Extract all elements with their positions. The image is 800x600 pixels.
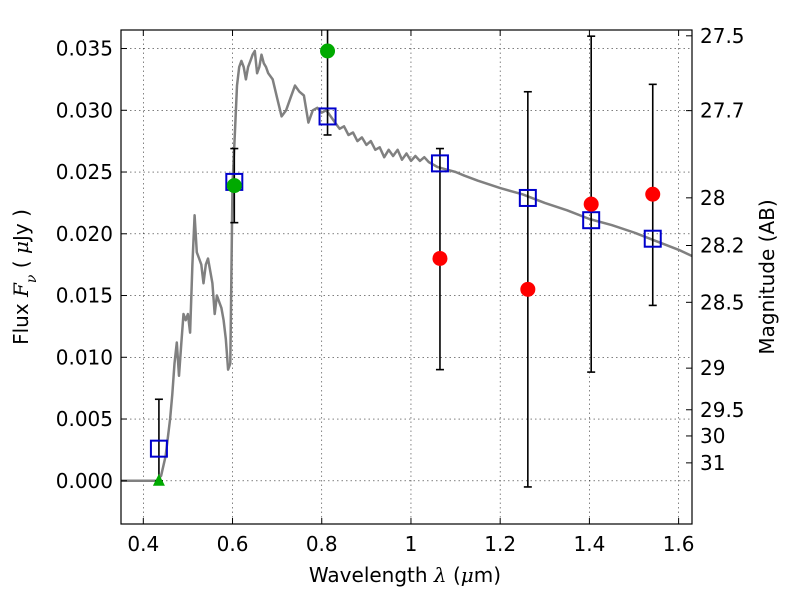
axis-ticks [121, 30, 692, 524]
y-tick-label: 0.005 [56, 407, 113, 431]
y2-tick-label: 29.5 [700, 398, 745, 422]
x-tick-label: 1.2 [484, 532, 516, 556]
model-square [430, 154, 449, 173]
y2-tick-label: 30 [700, 424, 725, 448]
y-tick-label: 0.025 [56, 160, 113, 184]
y2-tick-label: 28.2 [700, 234, 745, 258]
model-square [643, 229, 662, 248]
y-tick-label: 0.020 [56, 222, 113, 246]
weak-point [520, 281, 536, 297]
upper-limit-marker [152, 473, 165, 486]
gridlines [121, 30, 692, 524]
x-tick-label: 1.4 [573, 532, 605, 556]
error-bars [154, 30, 657, 488]
model-square [318, 107, 337, 126]
y2-tick-label: 27.5 [700, 24, 745, 48]
y2-tick-label: 28.5 [700, 290, 745, 314]
y-tick-label: 0.010 [56, 345, 113, 369]
model-square [582, 211, 601, 230]
plot-frame [120, 29, 693, 525]
detection-point [226, 178, 242, 194]
y2-tick-label: 29 [700, 356, 725, 380]
data-points [149, 43, 662, 486]
y2-tick-label: 28 [700, 186, 725, 210]
x-tick-label: 1.6 [663, 532, 695, 556]
y2-axis-label: Magnitude (AB) [755, 199, 779, 354]
x-tick-label: 0.8 [306, 532, 338, 556]
model-square [149, 439, 168, 458]
y2-tick-label: 27.7 [700, 99, 745, 123]
y2-tick-label: 31 [700, 451, 725, 475]
weak-point [432, 250, 448, 266]
weak-point [583, 196, 599, 212]
x-axis-label: Wavelength λ (μm) [309, 563, 501, 587]
y-tick-label: 0.030 [56, 98, 113, 122]
x-tick-label: 0.6 [217, 532, 249, 556]
model-square [518, 188, 537, 207]
x-tick-label: 1 [405, 532, 418, 556]
weak-point [645, 186, 661, 202]
detection-point [320, 43, 336, 59]
y-axis-label: Flux Fν ( μJy ) [9, 209, 40, 345]
template-spectrum [121, 49, 693, 483]
y-tick-label: 0.015 [56, 284, 113, 308]
y-tick-label: 0.000 [56, 469, 113, 493]
tick-labels: 0.4 0.6 0.8 1 1.2 1.4 1.6 0.000 0.005 0.010 0.015 0… [56, 24, 745, 556]
template-line [121, 49, 693, 483]
y-tick-label: 0.035 [56, 37, 113, 61]
x-tick-label: 0.4 [127, 532, 159, 556]
